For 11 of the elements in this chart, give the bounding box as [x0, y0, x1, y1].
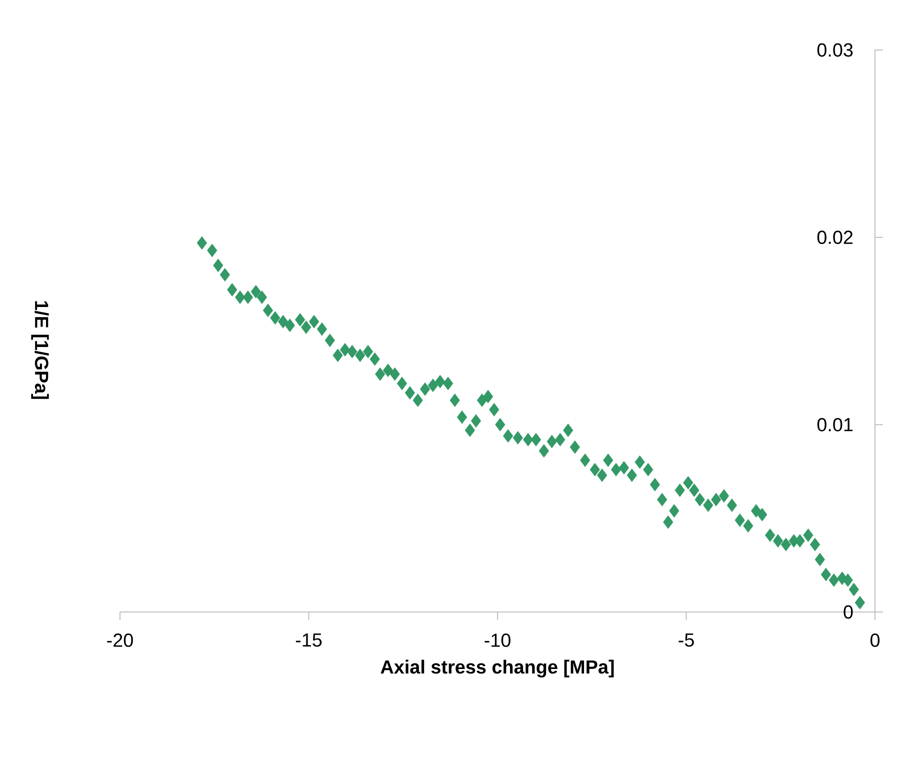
- x-axis-title: Axial stress change [MPa]: [380, 660, 614, 678]
- y-tick-label: 0.03: [817, 43, 853, 57]
- x-tick-label: -5: [678, 634, 694, 647]
- x-tick-label: 0: [870, 634, 880, 647]
- x-tick-label: -10: [484, 634, 510, 647]
- x-tick-label: -15: [296, 634, 322, 647]
- y-tick-label: 0.01: [817, 418, 853, 432]
- y-axis-title: 1/E [1/GPa]: [31, 301, 49, 399]
- y-tick-label: 0: [844, 605, 853, 619]
- x-tick-label: -20: [107, 634, 133, 647]
- y-tick-label: 0.02: [817, 230, 853, 244]
